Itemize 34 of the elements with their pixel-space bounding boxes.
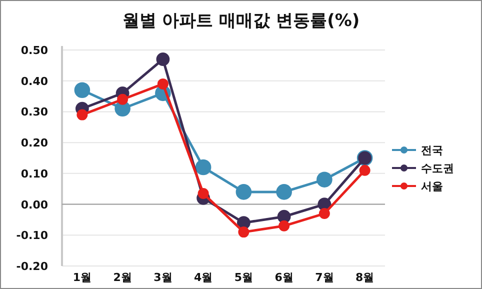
y-tick-label: -0.10 bbox=[16, 229, 48, 242]
x-tick-label: 8월 bbox=[355, 271, 374, 284]
x-tick-label: 2월 bbox=[113, 271, 132, 284]
point bbox=[359, 164, 370, 176]
point bbox=[156, 52, 170, 66]
x-tick-label: 6월 bbox=[274, 271, 294, 284]
y-tick-label: 0.00 bbox=[20, 198, 48, 212]
y-tick-label: 0.30 bbox=[20, 106, 48, 119]
y-tick-label: 0.20 bbox=[20, 136, 48, 150]
point bbox=[195, 159, 212, 176]
point bbox=[276, 184, 292, 200]
legend-label: 서울 bbox=[421, 180, 443, 193]
point bbox=[74, 82, 90, 98]
chart-title: 월별 아파트 매매값 변동률(%) bbox=[122, 11, 360, 31]
y-tick-label: 0.40 bbox=[20, 74, 48, 88]
x-tick-label: 7월 bbox=[315, 271, 334, 284]
point bbox=[117, 94, 128, 105]
point bbox=[278, 220, 290, 232]
legend-label: 전국 bbox=[421, 144, 443, 157]
point bbox=[316, 172, 332, 188]
x-tick-label: 1월 bbox=[72, 271, 92, 284]
y-tick-label: 0.50 bbox=[20, 44, 48, 57]
y-tick-label: -0.20 bbox=[16, 260, 48, 273]
point bbox=[236, 184, 252, 200]
y-tick-label: 0.10 bbox=[20, 167, 48, 180]
point bbox=[318, 208, 330, 220]
legend-label: 수도권 bbox=[421, 162, 454, 175]
x-tick-label: 3월 bbox=[154, 271, 172, 284]
x-tick-label: 5월 bbox=[234, 271, 254, 284]
x-tick-label: 4월 bbox=[194, 271, 213, 284]
point bbox=[198, 188, 209, 199]
point bbox=[157, 78, 168, 90]
point bbox=[238, 226, 250, 238]
point bbox=[76, 109, 88, 120]
